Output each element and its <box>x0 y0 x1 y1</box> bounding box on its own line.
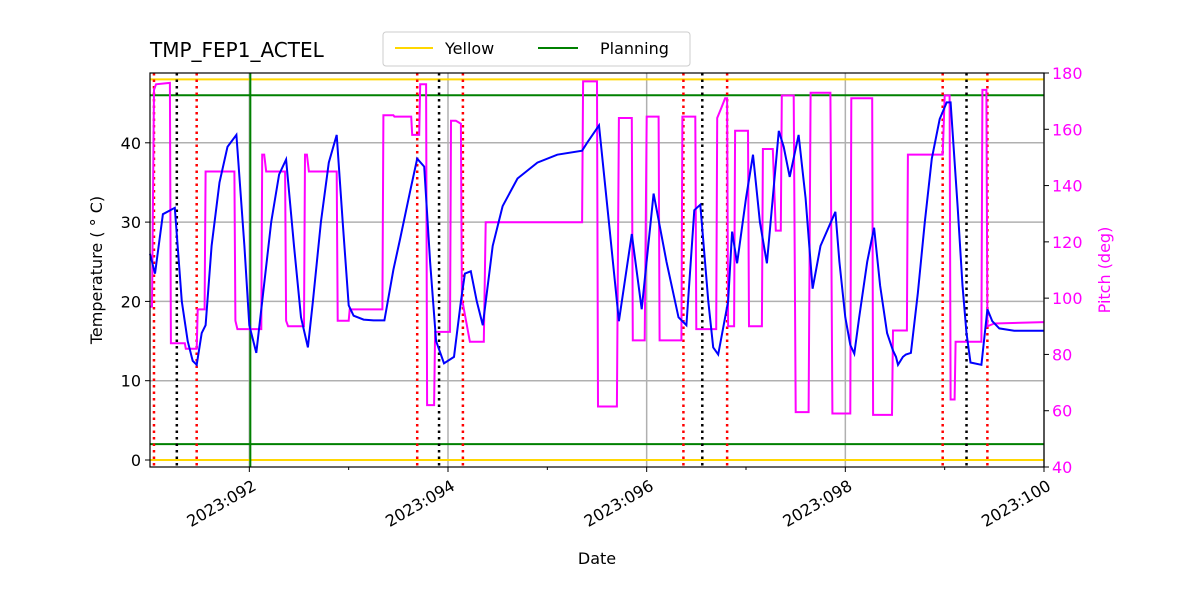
chart-title: TMP_FEP1_ACTEL <box>149 38 325 62</box>
pitch-series-line <box>150 80 1045 416</box>
temperature-series-line <box>149 101 1044 368</box>
y-axis-ticks: 0 10 20 30 40 <box>121 134 150 470</box>
y2-tick-label: 140 <box>1052 177 1083 196</box>
y2-tick-label: 160 <box>1052 120 1083 139</box>
y2-tick-label: 40 <box>1052 458 1072 477</box>
y-tick-label: 0 <box>131 451 141 470</box>
legend: Yellow Planning <box>382 31 691 67</box>
y-tick-label: 10 <box>121 372 141 391</box>
y-tick-label: 20 <box>121 292 141 311</box>
legend-label-planning: Planning <box>600 39 669 58</box>
y2-tick-label: 180 <box>1052 64 1083 83</box>
y2-tick-label: 80 <box>1052 345 1072 364</box>
y-tick-label: 40 <box>121 134 141 153</box>
legend-label-yellow: Yellow <box>444 39 494 58</box>
y-axis-label: Temperature ( ° C) <box>87 196 106 345</box>
y2-tick-label: 120 <box>1052 233 1083 252</box>
plot-frame <box>149 72 1045 468</box>
legend-box <box>382 31 691 67</box>
y-tick-label: 30 <box>121 213 141 232</box>
x-axis-label: Date <box>578 549 616 568</box>
y2-axis-ticks: 40 60 80 100 120 140 160 180 <box>1044 64 1083 477</box>
y2-axis-label: Pitch (deg) <box>1095 227 1114 314</box>
y2-tick-label: 60 <box>1052 402 1072 421</box>
y2-tick-label: 100 <box>1052 289 1083 308</box>
